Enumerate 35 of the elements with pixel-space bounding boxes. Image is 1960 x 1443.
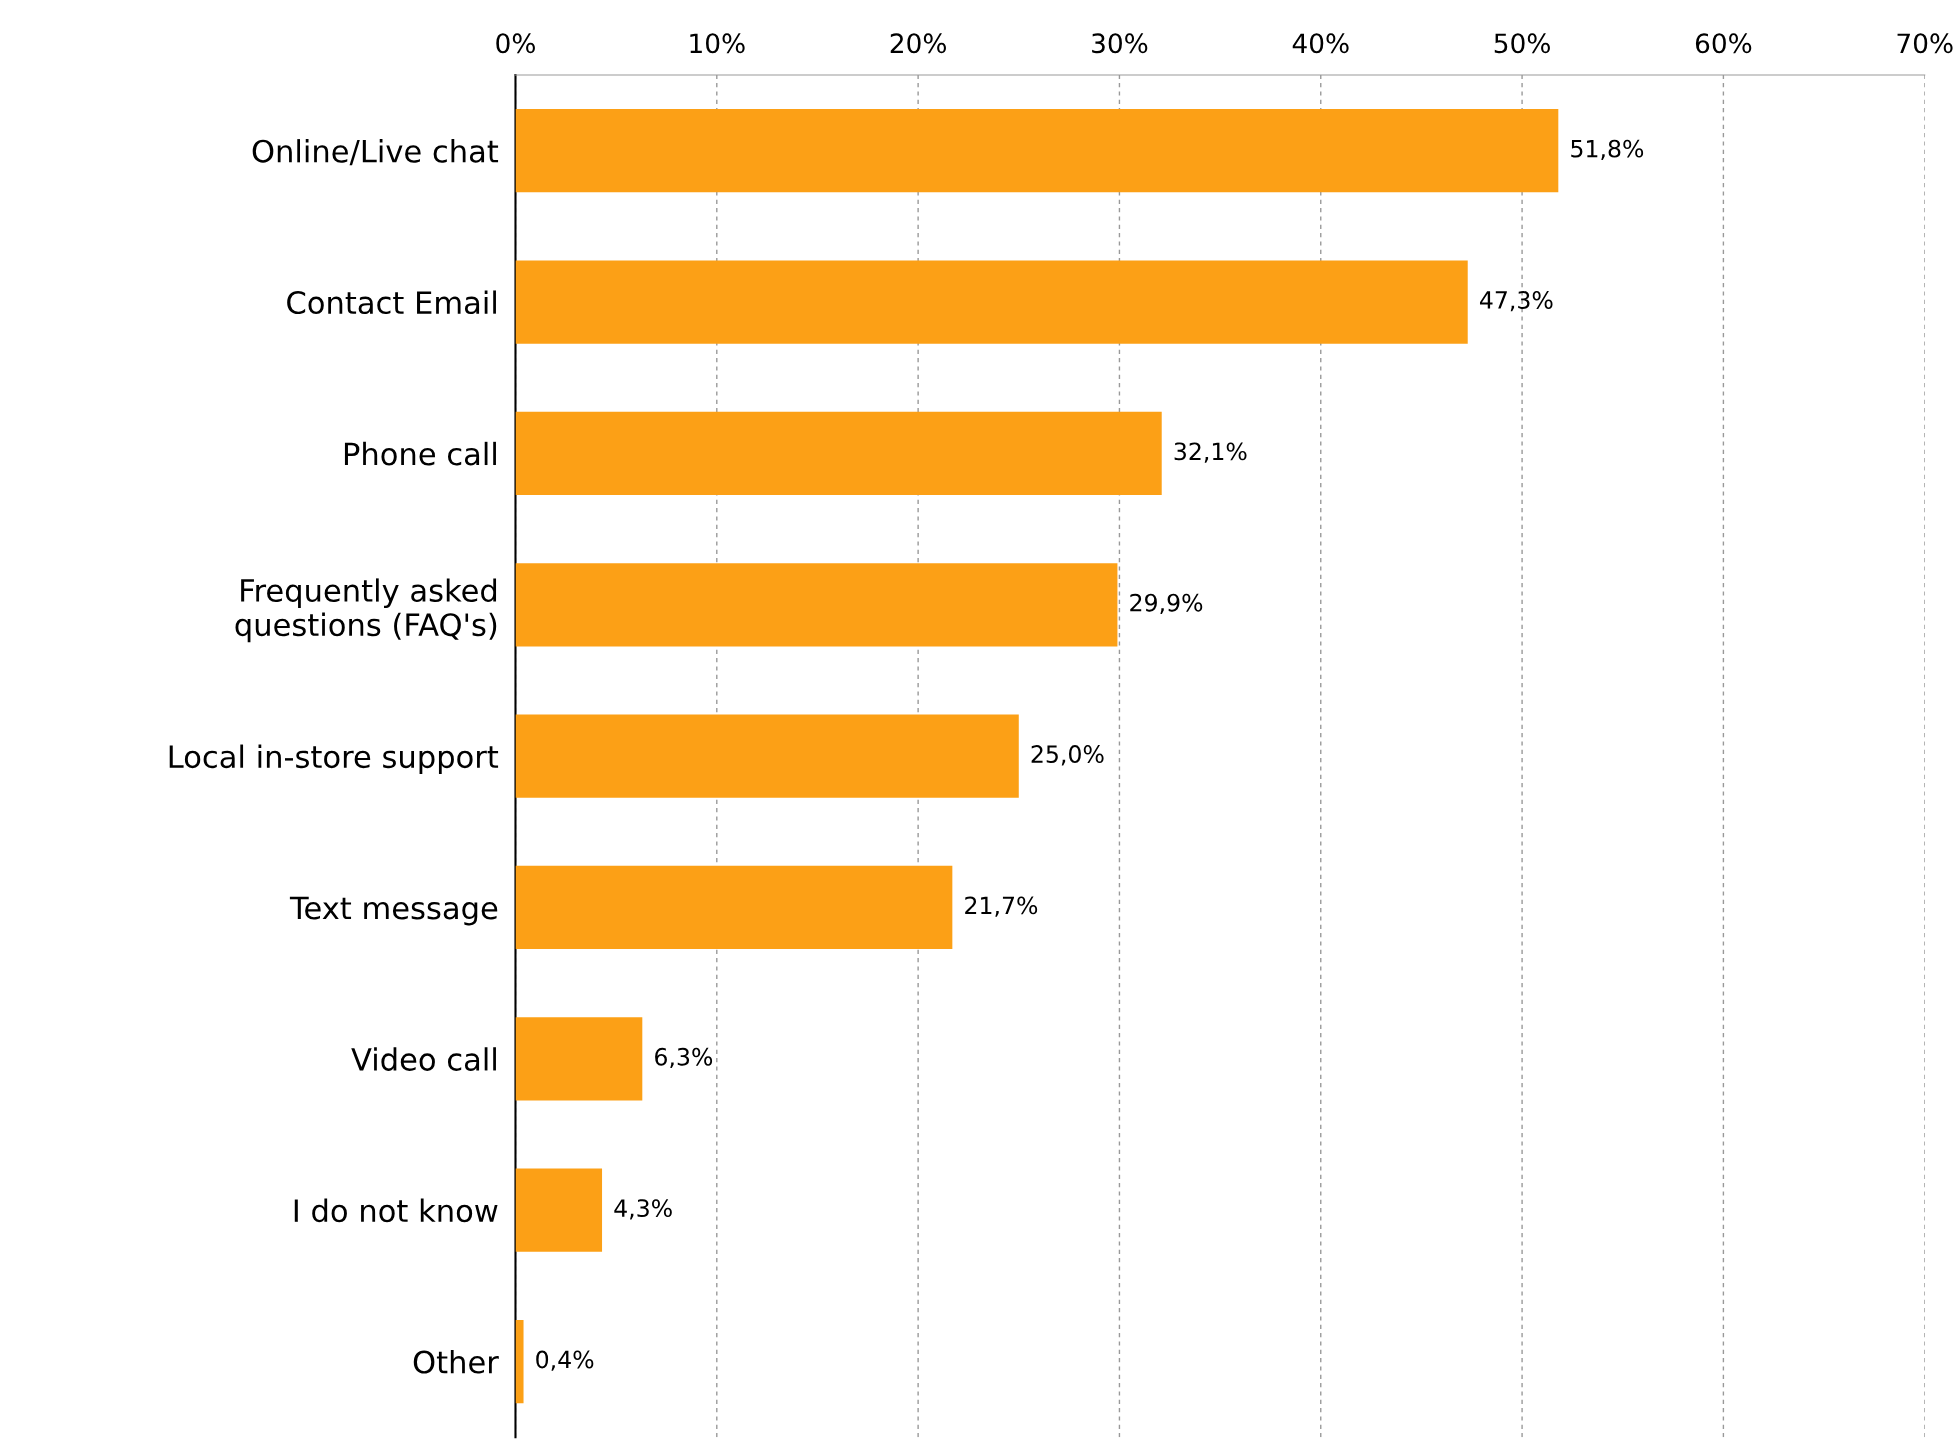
data-label: 21,7%: [965, 896, 1038, 917]
y-tick-label: Contact Email: [287, 290, 496, 315]
bar: [515, 1017, 643, 1101]
x-tick-label: 50%: [1494, 33, 1550, 54]
x-tick-label: 70%: [1897, 33, 1953, 54]
bar: [515, 714, 1019, 798]
bar: [515, 109, 1559, 193]
y-tick-label: Online/Live chat: [252, 139, 499, 166]
data-label: 6,3%: [655, 1047, 713, 1069]
bar: [515, 260, 1468, 344]
y-tick-label: Frequently asked questions (FAQ's): [235, 578, 497, 643]
bar: [515, 411, 1162, 496]
data-label: 0,4%: [536, 1350, 594, 1371]
data-label: 4,3%: [614, 1199, 672, 1220]
x-tick-label: 0%: [496, 33, 535, 54]
bar: [515, 1319, 524, 1404]
data-label: 25,0%: [1031, 745, 1104, 766]
y-tick-label: Local in-store support: [169, 744, 499, 775]
data-label: 51,8%: [1571, 139, 1644, 160]
x-tick-label: 20%: [890, 33, 946, 54]
x-tick-label: 40%: [1292, 33, 1349, 54]
y-tick-label: Other: [413, 1349, 499, 1374]
x-tick-label: 30%: [1092, 33, 1148, 54]
bar: [515, 563, 1118, 647]
y-tick-label: Text message: [289, 896, 498, 926]
x-tick-label: 60%: [1695, 33, 1752, 54]
data-label: 29,9%: [1130, 593, 1203, 615]
data-label: 47,3%: [1479, 291, 1553, 312]
bar: [515, 865, 953, 950]
y-tick-label: I do not know: [294, 1198, 498, 1223]
y-tick-label: Phone call: [344, 441, 496, 466]
y-tick-label: Video call: [351, 1047, 496, 1071]
data-label: 32,1%: [1174, 442, 1247, 463]
bar: [515, 1168, 603, 1252]
x-tick-label: 10%: [690, 33, 745, 54]
